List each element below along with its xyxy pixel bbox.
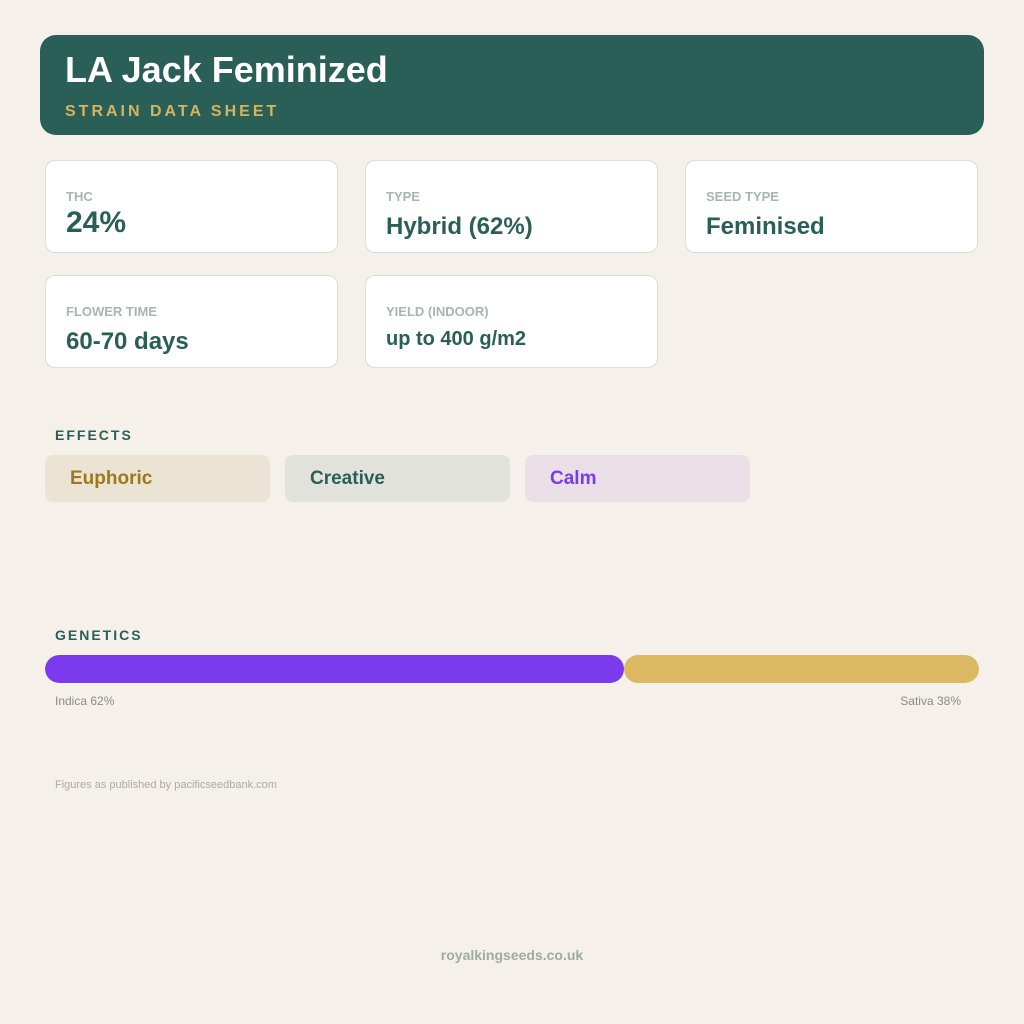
effect-chip: Creative — [285, 455, 510, 502]
stat-value: 24% — [66, 206, 127, 239]
stat-label: THC — [66, 189, 93, 204]
footnote: Figures as published by pacificseedbank.… — [55, 779, 277, 791]
stat-card: YIELD (INDOOR) up to 400 g/m2 — [365, 275, 658, 368]
stat-value: Hybrid (62%) — [386, 213, 533, 240]
genetics-bar — [45, 655, 979, 683]
genetics-heading: GENETICS — [55, 627, 143, 643]
effect-chip: Calm — [525, 455, 750, 502]
effect-chip: Euphoric — [45, 455, 270, 502]
genetics-label: Sativa 38% — [900, 694, 961, 708]
stat-label: TYPE — [386, 189, 420, 204]
stat-label: SEED TYPE — [706, 189, 779, 204]
header: LA Jack Feminized STRAIN DATA SHEET — [40, 35, 984, 135]
stat-label: FLOWER TIME — [66, 304, 157, 319]
stat-card: SEED TYPE Feminised — [685, 160, 978, 253]
effects-heading: EFFECTS — [55, 427, 133, 443]
stat-value: 60-70 days — [66, 328, 189, 355]
stat-value: Feminised — [706, 213, 825, 240]
stat-card: THC 24% — [45, 160, 338, 253]
stat-card: FLOWER TIME 60-70 days — [45, 275, 338, 368]
footer: royalkingseeds.co.uk — [440, 947, 584, 963]
genetics-segment — [624, 655, 979, 683]
title: LA Jack Feminized — [65, 49, 388, 90]
stat-card: TYPE Hybrid (62%) — [365, 160, 658, 253]
stat-label: YIELD (INDOOR) — [386, 304, 489, 319]
genetics-segment — [45, 655, 625, 683]
genetics-label: Indica 62% — [55, 694, 115, 708]
subtitle: STRAIN DATA SHEET — [65, 103, 280, 120]
stat-value: up to 400 g/m2 — [386, 328, 527, 350]
